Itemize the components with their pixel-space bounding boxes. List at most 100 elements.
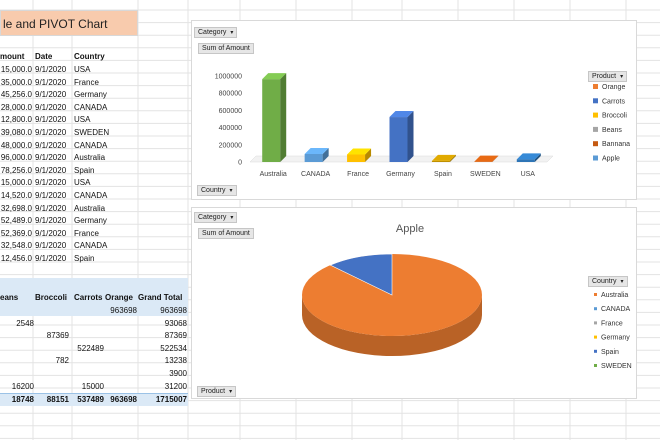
pivot-cell[interactable]: 15000 — [81, 381, 104, 391]
pivot-total-cell[interactable]: 537489 — [77, 395, 104, 404]
table-cell[interactable]: 96,000.0 — [0, 153, 32, 163]
pivot-cell[interactable]: 87369 — [46, 331, 69, 341]
table-cell[interactable]: 9/1/2020 — [35, 241, 67, 251]
table-cell[interactable]: 52,369.0 — [0, 228, 32, 238]
table-cell[interactable]: CANADA — [74, 102, 108, 112]
pivot-cell[interactable]: 963698 — [160, 306, 187, 315]
table-header-cell[interactable]: Country — [74, 52, 105, 61]
table-cell[interactable]: 32,698.0 — [0, 203, 32, 213]
table-cell[interactable]: Spain — [74, 165, 95, 175]
bar-side — [534, 153, 541, 162]
table-cell[interactable]: 15,000.0 — [0, 178, 32, 188]
table-cell[interactable]: 28,000.0 — [0, 102, 32, 112]
country-axis-button[interactable]: Country ▾ — [197, 185, 237, 196]
table-cell[interactable]: CANADA — [74, 241, 108, 251]
table-cell[interactable]: 9/1/2020 — [35, 191, 67, 200]
chart-title: Apple — [396, 223, 424, 235]
category-filter-button[interactable]: Category ▾ — [194, 27, 238, 38]
pie-chart[interactable]: Category ▾ Sum of Amount Product ▾ Country… — [191, 207, 637, 399]
pivot-cell[interactable]: 3900 — [169, 369, 187, 378]
table-cell[interactable]: 9/1/2020 — [35, 140, 67, 150]
table-cell[interactable]: 14,520.0 — [0, 191, 32, 200]
legend-entry: France — [601, 320, 623, 327]
bar-plot-area: 0 200000 400000 600000 800000 1000000 Australi… — [215, 73, 630, 178]
table-cell[interactable]: 45,256.0 — [0, 90, 32, 100]
table-cell[interactable]: 9/1/2020 — [35, 165, 67, 175]
table-cell[interactable]: 35,000.0 — [0, 77, 32, 87]
pivot-total-cell[interactable]: 1715007 — [155, 395, 187, 404]
table-cell[interactable]: 9/1/2020 — [35, 65, 67, 74]
table-cell[interactable]: USA — [74, 178, 91, 188]
table-header-cell[interactable]: Date — [35, 52, 53, 61]
pivot-cell[interactable]: 93068 — [164, 318, 187, 328]
table-cell[interactable]: USA — [74, 65, 91, 74]
table-cell[interactable]: 9/1/2020 — [35, 216, 67, 226]
x-tick-label: CANADA — [301, 171, 331, 178]
product-legend-button[interactable]: Product ▾ — [588, 71, 628, 82]
pivot-cell[interactable]: 31200 — [164, 381, 187, 391]
table-cell[interactable]: 9/1/2020 — [35, 178, 67, 188]
pivot-cell[interactable]: 16200 — [11, 381, 34, 391]
table-cell[interactable]: France — [74, 228, 99, 238]
bar-side — [449, 154, 456, 162]
table-cell[interactable]: 9/1/2020 — [35, 77, 67, 87]
table-cell[interactable]: 12,456.0 — [0, 254, 32, 263]
bar-chart[interactable]: Category ▾ Sum of Amount Country ▾ Product… — [191, 20, 637, 200]
pivot-cell[interactable]: 782 — [55, 356, 69, 366]
table-cell[interactable]: Spain — [74, 254, 95, 263]
table-cell[interactable]: France — [74, 77, 99, 87]
table-cell[interactable]: 39,080.0 — [0, 128, 32, 137]
table-cell[interactable]: 9/1/2020 — [35, 153, 67, 163]
x-tick-label: Germany — [386, 171, 415, 178]
table-cell[interactable]: 78,256.0 — [0, 165, 32, 175]
table-cell[interactable]: Australia — [74, 153, 106, 163]
value-field-button[interactable]: Sum of Amount — [198, 43, 254, 54]
table-cell[interactable]: CANADA — [74, 191, 108, 200]
pivot-total-cell[interactable]: 88151 — [46, 395, 69, 404]
dropdown-arrow-icon: ▾ — [620, 74, 624, 80]
table-cell[interactable]: 9/1/2020 — [35, 115, 67, 125]
pivot-header-cell[interactable]: Orange — [105, 293, 134, 302]
pivot-cell[interactable]: 87369 — [164, 331, 187, 341]
table-cell[interactable]: 48,000.0 — [0, 140, 32, 150]
table-cell[interactable]: 9/1/2020 — [35, 228, 67, 238]
table-cell[interactable]: Australia — [74, 203, 106, 213]
table-cell[interactable]: USA — [74, 115, 91, 125]
pivot-header-cell[interactable]: Grand Total — [138, 293, 183, 302]
product-axis-button[interactable]: Product ▾ — [197, 386, 237, 397]
table-cell[interactable]: 32,548.0 — [0, 241, 32, 251]
pivot-header-cell[interactable]: Broccoli — [35, 293, 68, 302]
table-cell[interactable]: 9/1/2020 — [35, 128, 67, 137]
pivot-total-cell[interactable]: 18748 — [11, 395, 34, 404]
sheet-title-cell[interactable]: le and PIVOT Chart — [0, 10, 138, 36]
bar-canada — [304, 153, 323, 162]
table-cell[interactable]: CANADA — [74, 140, 108, 150]
country-legend-button[interactable]: Country ▾ — [588, 276, 628, 287]
table-cell[interactable]: 9/1/2020 — [35, 254, 67, 263]
pivot-cell[interactable]: 2548 — [16, 318, 34, 328]
table-cell[interactable]: 9/1/2020 — [35, 90, 67, 100]
pivot-cell[interactable]: 522489 — [77, 343, 104, 353]
pivot-header-cell[interactable]: Carrots — [74, 293, 103, 302]
value-field-button[interactable]: Sum of Amount — [198, 228, 254, 239]
table-cell[interactable]: 12,800.0 — [0, 115, 32, 125]
pivot-cell[interactable]: 522534 — [160, 343, 187, 353]
pivot-header-cell[interactable]: eans — [0, 293, 19, 302]
bar-top — [431, 154, 456, 161]
table-cell[interactable]: Germany — [74, 216, 107, 226]
table-cell[interactable]: SWEDEN — [74, 128, 110, 137]
product-legend-label: Product — [592, 73, 617, 80]
pivot-cell[interactable]: 963698 — [110, 306, 137, 315]
bar-top — [474, 155, 499, 162]
pivot-cell[interactable]: 13238 — [164, 356, 187, 366]
legend-entry: Beans — [602, 127, 622, 134]
category-filter-button[interactable]: Category ▾ — [194, 212, 238, 223]
table-cell[interactable]: 15,000.0 — [0, 65, 32, 74]
y-tick-label: 400000 — [219, 125, 242, 132]
table-cell[interactable]: 9/1/2020 — [35, 102, 67, 112]
table-cell[interactable]: 9/1/2020 — [35, 203, 67, 213]
table-cell[interactable]: Germany — [74, 90, 107, 100]
table-header-cell[interactable]: mount — [0, 52, 25, 61]
table-cell[interactable]: 52,489.0 — [0, 216, 32, 226]
pivot-total-cell[interactable]: 963698 — [110, 395, 137, 404]
